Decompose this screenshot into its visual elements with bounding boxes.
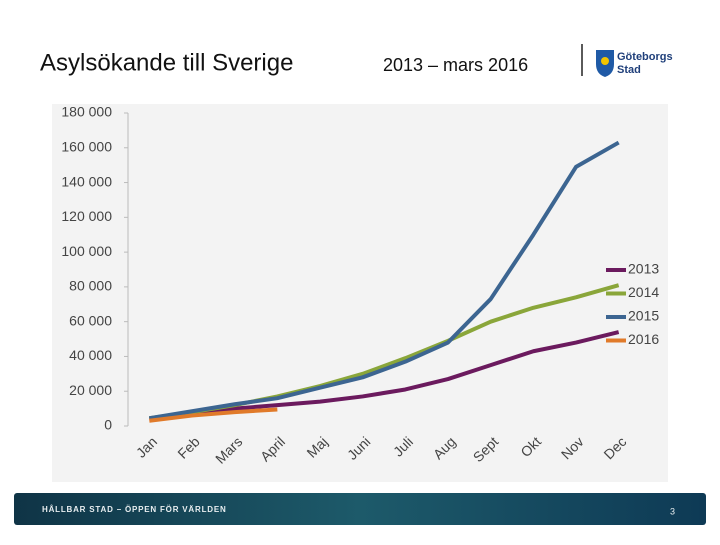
logo-text: Stad: [617, 64, 641, 76]
y-tick-label: 0: [104, 417, 112, 433]
legend-label: 2015: [628, 308, 659, 324]
y-tick-label: 40 000: [69, 347, 112, 363]
y-tick-label: 120 000: [61, 208, 112, 224]
y-tick-label: 100 000: [61, 243, 112, 259]
legend-label: 2013: [628, 261, 659, 277]
y-tick-label: 60 000: [69, 312, 112, 328]
slide-title: Asylsökande till Sverige: [40, 49, 293, 76]
chart-background: [52, 104, 668, 482]
legend-label: 2016: [628, 331, 659, 347]
y-tick-label: 80 000: [69, 278, 112, 294]
series-line: [149, 407, 278, 423]
logo-text: Göteborgs: [617, 51, 673, 63]
y-tick-label: 140 000: [61, 173, 112, 189]
legend-label: 2014: [628, 284, 659, 300]
page-number: 3: [670, 506, 675, 516]
footer-tagline: HÅLLBAR STAD – ÖPPEN FÖR VÄRLDEN: [42, 505, 227, 514]
y-tick-label: 160 000: [61, 138, 112, 154]
series-line: [149, 140, 620, 421]
y-tick-label: 180 000: [61, 104, 112, 120]
series-line: [149, 330, 620, 422]
slide-subtitle: 2013 – mars 2016: [383, 55, 528, 75]
y-tick-label: 20 000: [69, 382, 112, 398]
logo: Göteborgs Stad: [596, 50, 673, 77]
footer-bar: [14, 493, 706, 525]
